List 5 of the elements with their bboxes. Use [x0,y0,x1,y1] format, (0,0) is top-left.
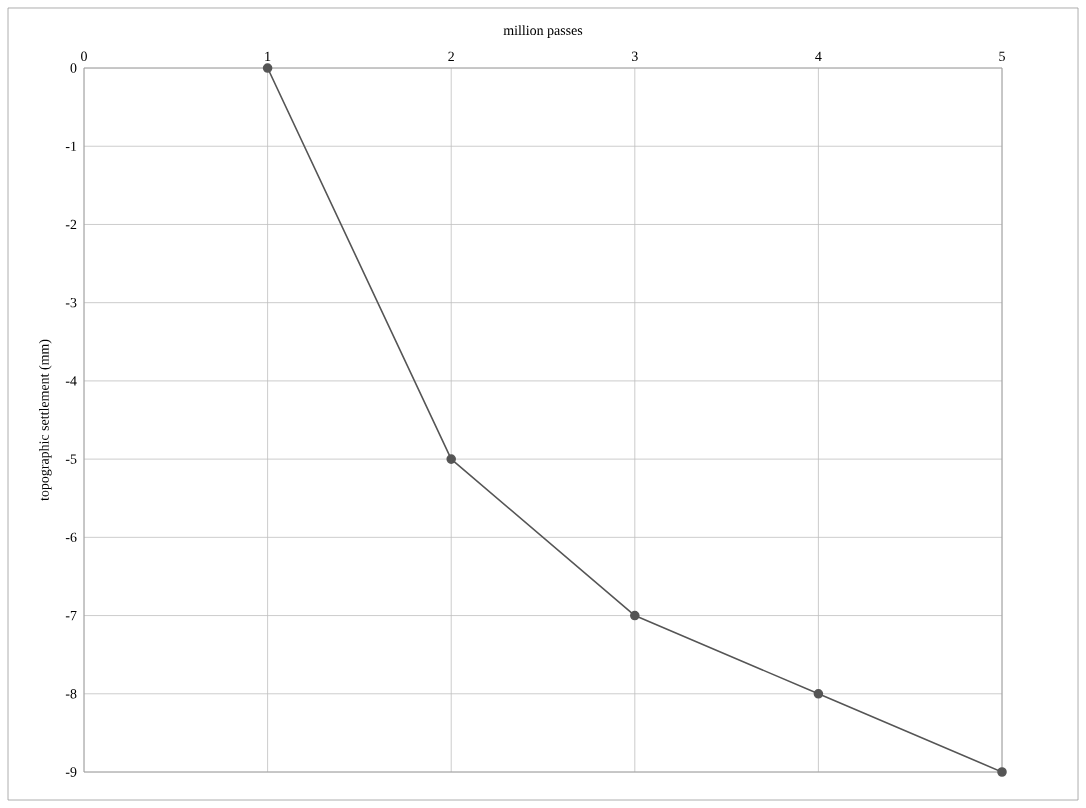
point [813,689,824,699]
point [630,610,640,621]
point [997,767,1007,777]
point [446,454,456,464]
point [262,63,273,73]
